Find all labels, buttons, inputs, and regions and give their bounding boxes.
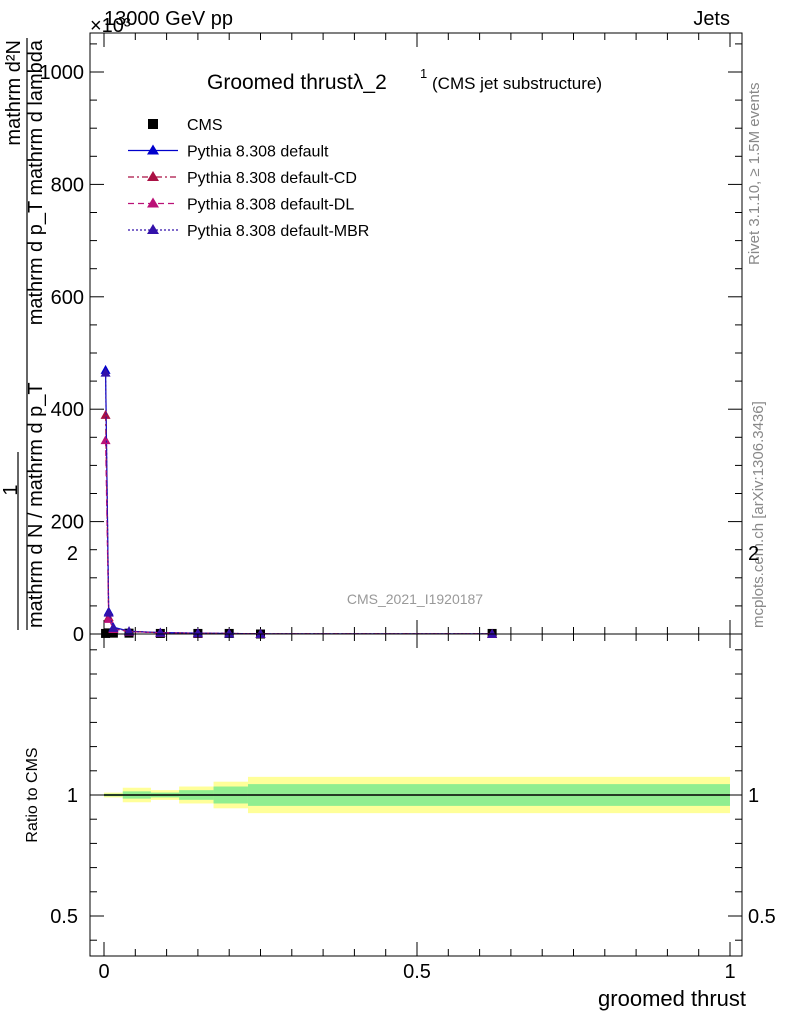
header-process-label: Jets (693, 8, 730, 30)
legend-label: Pythia 8.308 default-CD (187, 170, 357, 187)
data-point-triangle (255, 628, 266, 638)
legend-marker-triangle (147, 197, 159, 208)
main-ytick-label: 800 (51, 174, 84, 196)
plot-title: Groomed thrustλ_2 (207, 71, 387, 94)
ratio-ytick-label-right: 1 (748, 785, 759, 807)
analysis-watermark: CMS_2021_I1920187 (347, 591, 483, 607)
legend-entry: Pythia 8.308 default-DL (128, 197, 354, 214)
data-point-cms (108, 628, 118, 638)
ratio-xtick-label: 1 (724, 961, 735, 983)
x-axis-label: groomed thrust (598, 986, 746, 1011)
ylabel-frac-num: 1 (0, 484, 22, 495)
data-point-triangle (103, 607, 114, 617)
legend-entry: Pythia 8.308 default (128, 144, 329, 161)
legend-marker-triangle (147, 144, 159, 155)
ratio-ytick-label-right: 0.5 (748, 906, 776, 928)
ratio-y-axis-label: Ratio to CMS (24, 747, 41, 842)
ratio-ytick-label-right: 2 (748, 543, 759, 565)
legend-label: CMS (187, 117, 223, 134)
ylabel-frac-den: mathrm d N / mathrm d p_T (25, 382, 47, 628)
ylabel-mid: mathrm d p_T mathrm d lambda (25, 39, 47, 325)
data-point-triangle (487, 628, 498, 638)
data-point-triangle (100, 435, 111, 445)
legend-label: Pythia 8.308 default-MBR (187, 223, 369, 240)
main-ytick-label: 200 (51, 512, 84, 534)
legend-label: Pythia 8.308 default (187, 144, 329, 161)
data-point-triangle (108, 622, 119, 632)
legend-marker-square (148, 119, 158, 129)
ratio-plot-panel: 0.5 0.5 1 1 2 2 0 0.5 1 groomed thrust Ratio to CM… (24, 543, 776, 1011)
data-point-triangle (224, 628, 235, 638)
data-point-triangle (100, 367, 111, 377)
main-y-axis-label: mathrm d²N mathrm d p_T mathrm d lambda 1 m… (0, 38, 47, 630)
data-point-triangle (192, 628, 203, 638)
main-ytick-label: 400 (51, 399, 84, 421)
data-point-triangle (124, 626, 135, 636)
main-ytick-label: 600 (51, 287, 84, 309)
chart-annotations: Groomed thrustλ_2 1 (CMS jet substructure)… (128, 66, 602, 607)
plot-title-superscript: 1 (420, 66, 427, 81)
legend-marker-triangle (147, 171, 159, 181)
plot-title-group: Groomed thrustλ_2 1 (CMS jet substructure) (207, 66, 602, 94)
legend-entry: CMS (148, 117, 223, 134)
plot-subtitle: (CMS jet substructure) (432, 74, 602, 93)
y-exponent-label: ×10³ (90, 15, 131, 37)
legend-entry: Pythia 8.308 default-CD (128, 170, 357, 187)
legend-marker-triangle (147, 224, 159, 234)
ratio-xtick-label: 0.5 (403, 961, 431, 983)
main-ytick-label: 0 (73, 624, 84, 646)
ratio-ytick-label-left: 0.5 (50, 906, 78, 928)
ratio-ytick-label-left: 2 (67, 543, 78, 565)
ratio-xtick-label: 0 (98, 961, 109, 983)
ylabel-top: mathrm d²N (3, 40, 25, 146)
series-pythia-8-308-default-dl (100, 435, 498, 638)
ratio-ytick-label-left: 1 (67, 785, 78, 807)
legend-entry: Pythia 8.308 default-MBR (128, 223, 369, 240)
legend-label: Pythia 8.308 default-DL (187, 197, 354, 214)
main-ytick-label: 1000 (40, 62, 85, 84)
header-energy-label: 13000 GeV pp (104, 8, 233, 30)
